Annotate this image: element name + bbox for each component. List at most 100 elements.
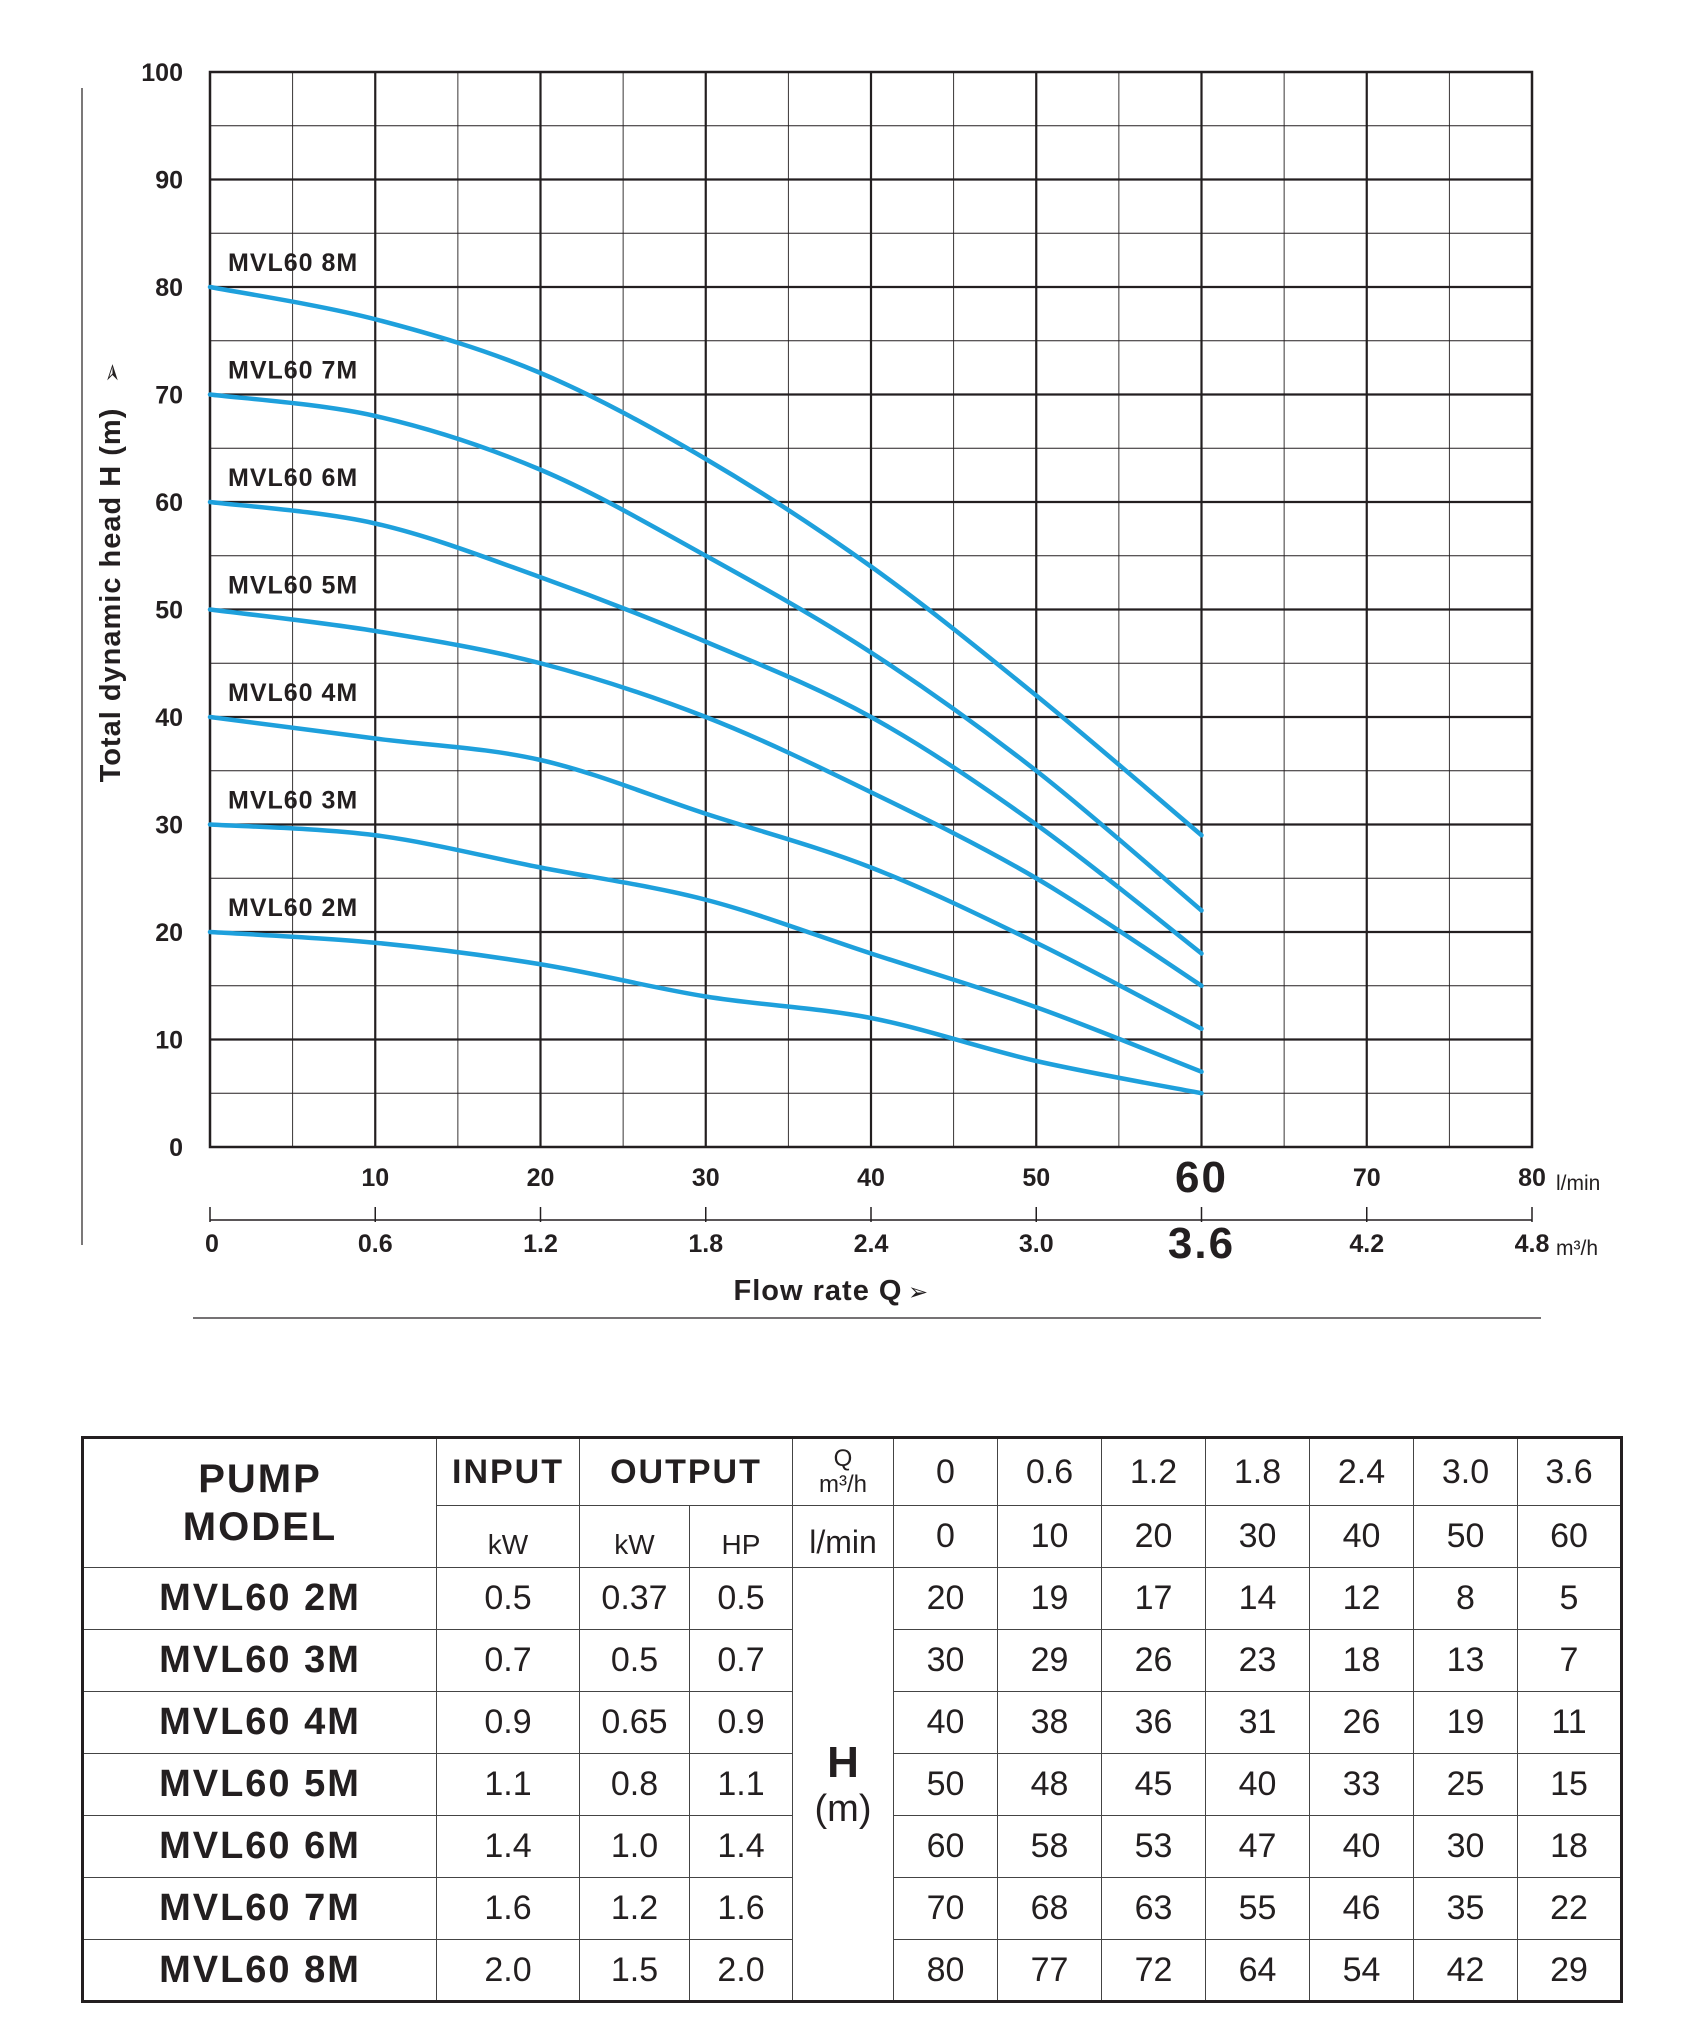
row-head-value: 60 [893, 1815, 998, 1878]
x-tick-label-lmin: 80 [1518, 1164, 1546, 1192]
table-row: MVL60 7M 1.6 1.2 1.6 70 68 63 55 46 35 2… [82, 1877, 1622, 1940]
row-output-kw: 1.2 [579, 1877, 690, 1940]
table-row: MVL60 2M 0.5 0.37 0.5 H (m) 20 19 17 14 … [82, 1567, 1622, 2002]
series-line-mvl60-3m [207, 822, 1204, 1074]
y-tick-label: 80 [155, 274, 183, 302]
row-output-kw: 0.37 [579, 1567, 690, 1630]
h-unit: (m) [814, 1787, 872, 1830]
x-tick-label-m3h: 3.6 [1168, 1219, 1235, 1268]
q-lmin-cell: 0 [893, 1505, 998, 1568]
q-m3h-cell: 0 [893, 1437, 998, 1506]
row-output-kw: 1.5 [579, 1939, 690, 2002]
row-head-value: 7 [1517, 1629, 1622, 1692]
x-tick-label-lmin: 20 [527, 1164, 555, 1192]
row-input-kw: 0.5 [436, 1567, 580, 1630]
row-output-hp: 0.9 [689, 1691, 793, 1754]
y-axis-ticks: 0 10 20 30 40 50 60 70 80 90 100 [141, 59, 183, 1162]
x-tick-label-m3h: 1.8 [688, 1230, 723, 1258]
row-head-value: 35 [1413, 1877, 1518, 1940]
row-output-kw: 0.65 [579, 1691, 690, 1754]
series-label-mvl60-5m: MVL60 5M [228, 572, 358, 600]
row-head-value: 30 [1413, 1815, 1518, 1878]
row-head-value: 20 [893, 1567, 998, 1630]
row-head-value: 55 [1205, 1877, 1310, 1940]
x-tick-label-m3h: 4.2 [1349, 1230, 1384, 1258]
series-label-mvl60-8m: MVL60 8M [228, 249, 358, 277]
x-tick-label-m3h: 0 [205, 1230, 219, 1258]
q-m3h-cell: 1.2 [1101, 1437, 1206, 1506]
q-unit-header: Q m³/h [792, 1437, 894, 1506]
q-m3h-cell: 1.8 [1205, 1437, 1310, 1506]
y-tick-label: 70 [155, 382, 183, 410]
series-line-mvl60-6m [207, 499, 1204, 956]
pump-curves [207, 284, 1204, 1096]
y-tick-label: 90 [155, 167, 183, 195]
table-row: MVL60 8M 2.0 1.5 2.0 80 77 72 64 54 42 2… [82, 1939, 1622, 2002]
row-head-value: 15 [1517, 1753, 1622, 1816]
q-unit: m³/h [819, 1471, 867, 1498]
head-unit-cell: H (m) [792, 1567, 894, 2002]
q-lmin-cell: 20 [1101, 1505, 1206, 1568]
q-lmin-cell: 30 [1205, 1505, 1310, 1568]
y-tick-label: 10 [155, 1027, 183, 1055]
x-tick-label-lmin: 40 [857, 1164, 885, 1192]
row-output-kw: 0.8 [579, 1753, 690, 1816]
row-head-value: 19 [997, 1567, 1102, 1630]
row-head-value: 48 [997, 1753, 1102, 1816]
h-label: H [827, 1737, 859, 1787]
q-lmin-cell: 60 [1517, 1505, 1622, 1568]
q-m3h-cell: 3.6 [1517, 1437, 1622, 1506]
series-label-mvl60-4m: MVL60 4M [228, 679, 358, 707]
x-tick-label-lmin: 70 [1353, 1164, 1381, 1192]
row-head-value: 54 [1309, 1939, 1414, 2002]
x-axis-ticks-m3h: 0 0.6 1.2 1.8 2.4 3.0 3.6 4.2 4.8 [205, 1207, 1549, 1268]
y-tick-label: 100 [141, 59, 183, 87]
series-line-mvl60-8m [207, 284, 1204, 838]
x-tick-label-lmin: 10 [361, 1164, 389, 1192]
series-label-mvl60-7m: MVL60 7M [228, 357, 358, 385]
y-tick-label: 0 [169, 1134, 183, 1162]
row-input-kw: 1.1 [436, 1753, 580, 1816]
pump-model-header: PUMP MODEL [82, 1437, 437, 1568]
row-head-value: 58 [997, 1815, 1102, 1878]
input-kw-unit: kW [436, 1505, 580, 1568]
row-head-value: 18 [1517, 1815, 1622, 1878]
row-head-value: 40 [893, 1691, 998, 1754]
q-m3h-cell: 2.4 [1309, 1437, 1414, 1506]
x-unit-m3h: m³/h [1556, 1237, 1598, 1260]
table-row: MVL60 5M 1.1 0.8 1.1 50 48 45 40 33 25 1… [82, 1753, 1622, 1816]
row-head-value: 29 [997, 1629, 1102, 1692]
x-unit-lmin: l/min [1556, 1172, 1600, 1195]
x-tick-label-m3h: 2.4 [854, 1230, 889, 1258]
curve-labels: MVL60 2M MVL60 3M MVL60 4M MVL60 5M MVL60 6M… [228, 249, 358, 922]
row-head-value: 63 [1101, 1877, 1206, 1940]
row-head-value: 53 [1101, 1815, 1206, 1878]
row-head-value: 68 [997, 1877, 1102, 1940]
row-head-value: 17 [1101, 1567, 1206, 1630]
row-head-value: 64 [1205, 1939, 1310, 2002]
q-m3h-cell: 3.0 [1413, 1437, 1518, 1506]
row-head-value: 46 [1309, 1877, 1414, 1940]
row-head-value: 26 [1101, 1629, 1206, 1692]
x-tick-label-lmin: 30 [692, 1164, 720, 1192]
y-tick-label: 20 [155, 919, 183, 947]
row-head-value: 72 [1101, 1939, 1206, 2002]
row-output-hp: 0.5 [689, 1567, 793, 1630]
lmin-unit: l/min [792, 1505, 894, 1568]
row-head-value: 26 [1309, 1691, 1414, 1754]
y-tick-label: 40 [155, 704, 183, 732]
row-head-value: 8 [1413, 1567, 1518, 1630]
x-tick-label-m3h: 4.8 [1515, 1230, 1550, 1258]
table-row: MVL60 4M 0.9 0.65 0.9 40 38 36 31 26 19 … [82, 1691, 1622, 1754]
output-header: OUTPUT [579, 1437, 793, 1506]
row-head-value: 5 [1517, 1567, 1622, 1630]
q-lmin-cell: 10 [997, 1505, 1102, 1568]
x-tick-label-m3h: 1.2 [523, 1230, 558, 1258]
row-head-value: 77 [997, 1939, 1102, 2002]
row-output-kw: 0.5 [579, 1629, 690, 1692]
row-head-value: 19 [1413, 1691, 1518, 1754]
x-tick-label-m3h: 0.6 [358, 1230, 393, 1258]
x-tick-label-m3h: 3.0 [1019, 1230, 1054, 1258]
row-model: MVL60 6M [82, 1815, 437, 1878]
row-model: MVL60 8M [82, 1939, 437, 2002]
